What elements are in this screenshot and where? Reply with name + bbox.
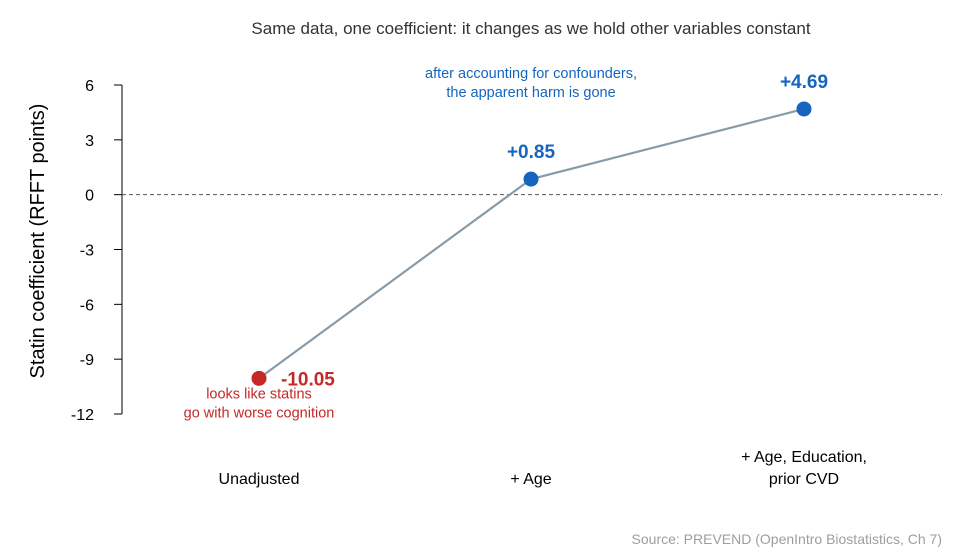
- y-tick-label: 3: [85, 133, 94, 150]
- data-point: [796, 101, 812, 117]
- x-tick-label: + Age, Education,: [741, 449, 867, 466]
- y-tick-label: -3: [80, 243, 94, 260]
- value-labels: -10.05 +0.85 +4.69: [281, 72, 828, 390]
- annotation-line: go with worse cognition: [184, 405, 335, 421]
- value-label: +0.85: [507, 142, 556, 163]
- data-points: [251, 101, 812, 386]
- y-axis: 6 3 0 -3 -6 -9 -12: [71, 78, 123, 424]
- y-tick-label: -6: [80, 297, 94, 314]
- y-tick-label: -12: [71, 407, 94, 424]
- annotation-line: looks like statins: [206, 386, 312, 402]
- data-point: [251, 370, 267, 386]
- chart-title: Same data, one coefficient: it changes a…: [251, 19, 810, 38]
- y-axis-label: Statin coefficient (RFFT points): [27, 104, 49, 379]
- y-tick-label: 6: [85, 78, 94, 95]
- annotations: looks like statins go with worse cognitio…: [184, 66, 637, 421]
- x-tick-label: + Age: [510, 471, 551, 488]
- x-tick-label: Unadjusted: [219, 471, 300, 488]
- data-point: [523, 171, 539, 187]
- x-tick-label: prior CVD: [769, 471, 839, 488]
- source-note: Source: PREVEND (OpenIntro Biostatistics…: [632, 531, 942, 547]
- y-tick-label: -9: [80, 352, 94, 369]
- x-axis-ticks: Unadjusted + Age + Age, Education, prior CV…: [219, 449, 867, 488]
- value-label: -10.05: [281, 369, 335, 390]
- y-tick-label: 0: [85, 188, 94, 205]
- annotation-line: the apparent harm is gone: [446, 85, 615, 101]
- annotation-line: after accounting for confounders,: [425, 66, 637, 82]
- value-label: +4.69: [780, 72, 828, 93]
